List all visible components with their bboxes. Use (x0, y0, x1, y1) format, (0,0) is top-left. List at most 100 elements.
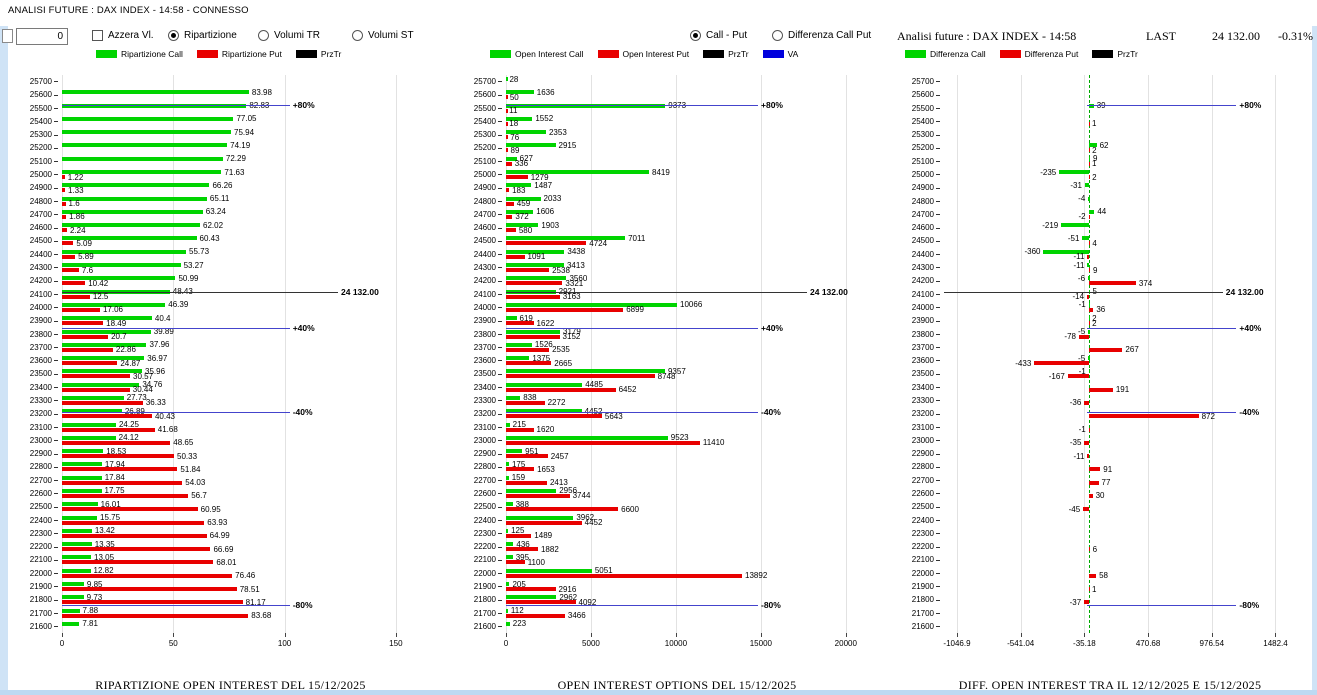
strike-label: 25200 (440, 141, 502, 154)
bar-value-label: 30 (1095, 491, 1105, 501)
strike-label: 24900 (8, 181, 58, 194)
diff-call-put-radio[interactable] (772, 30, 783, 41)
level-line (62, 411, 290, 413)
volumi-tr-radio[interactable] (258, 30, 269, 41)
put-bar (506, 321, 534, 326)
y-tick-icon (498, 121, 502, 123)
strike-value: 22400 (911, 515, 934, 525)
strike-label: 22000 (8, 567, 58, 580)
gridline (62, 75, 63, 633)
radio-call-put-group[interactable]: Call - Put (690, 30, 747, 41)
bar-value-label: 62 (1099, 140, 1109, 150)
bar-value-label: 1 (1091, 584, 1097, 594)
legend-label: PrzTr (1117, 49, 1138, 59)
x-tick-icon (1275, 633, 1277, 637)
bar-value-label: 55.73 (189, 247, 210, 257)
bar-value-label: 83.98 (251, 87, 272, 97)
strike-label: 23400 (440, 381, 502, 394)
price-line-label: 24 132.00 (1225, 287, 1264, 298)
gridline (395, 75, 397, 633)
y-tick-icon (498, 612, 502, 614)
bar-value-label: 78.51 (239, 584, 260, 594)
strike-value: 22400 (29, 515, 52, 525)
azzera-checkbox[interactable] (92, 30, 103, 41)
bar-value-label: 3438 (567, 247, 586, 257)
azzera-checkbox-group[interactable]: Azzera Vl. (92, 30, 154, 41)
put-bar (62, 573, 233, 578)
put-bar (506, 427, 534, 432)
strike-value: 23400 (473, 382, 496, 392)
strike-value: 24800 (473, 196, 496, 206)
strike-label: 25200 (888, 141, 940, 154)
bar-value-label: 39 (1097, 102, 1106, 110)
y-tick-icon (936, 121, 940, 123)
bar-value-label: 3321 (565, 278, 584, 288)
legend-swatch-icon (96, 50, 117, 58)
strike-label: 22300 (440, 527, 502, 540)
strike-value: 24900 (473, 183, 496, 193)
strike-value: 22100 (29, 555, 52, 565)
strike-label: 22700 (8, 474, 58, 487)
strike-label: 25500 (8, 102, 58, 115)
call-bar (62, 395, 124, 400)
bar-value-label: 2413 (549, 478, 568, 488)
call-bar (62, 196, 207, 201)
price-line-label: 24 132.00 (341, 287, 379, 298)
put-bar (506, 254, 525, 259)
strike-label: 24000 (440, 301, 502, 314)
bar-value-label: 6600 (621, 504, 639, 514)
x-tick-label: 100 (277, 639, 292, 648)
put-bar (506, 414, 602, 419)
corner-box[interactable] (2, 29, 13, 43)
strike-value: 25400 (473, 116, 496, 126)
bar-value-label: 2033 (543, 194, 562, 204)
counter-input[interactable]: 0 (16, 28, 68, 45)
call-bar (62, 170, 222, 175)
put-bar (506, 161, 512, 166)
legend-swatch-icon (597, 50, 619, 58)
y-tick-icon (54, 201, 58, 202)
call-put-radio[interactable] (690, 30, 701, 41)
strike-value: 23600 (473, 356, 496, 366)
call-bar (62, 236, 197, 241)
last-label: LAST (1146, 29, 1176, 43)
y-tick-icon (498, 227, 502, 229)
strike-label: 21900 (888, 580, 940, 593)
bar-value-label: -11 (1073, 252, 1085, 262)
y-tick-icon (936, 347, 940, 349)
y-tick-icon (498, 373, 502, 375)
radio-volumi-tr-group[interactable]: Volumi TR (258, 30, 320, 41)
bar-value-label: 71.63 (224, 167, 245, 177)
call-bar (62, 130, 232, 135)
strike-value: 24600 (473, 223, 496, 233)
y-tick-icon (54, 333, 58, 335)
y-tick-icon (54, 187, 58, 189)
call-bar (506, 542, 514, 547)
call-bar (506, 502, 513, 507)
call-bar (506, 488, 557, 493)
strike-value: 21900 (473, 582, 496, 592)
y-tick-icon (936, 599, 940, 601)
put-bar (1088, 148, 1091, 153)
strike-value: 22500 (911, 502, 934, 512)
bar-value-label: 2 (1092, 318, 1097, 328)
radio-volumi-st-group[interactable]: Volumi ST (352, 30, 414, 41)
gridline (1148, 75, 1150, 633)
put-bar (1083, 507, 1089, 512)
bar-value-label: 7.6 (81, 265, 94, 275)
ripartizione-radio[interactable] (168, 30, 179, 41)
volumi-st-radio[interactable] (352, 30, 363, 41)
put-bar (1078, 334, 1089, 339)
x-tick-icon (395, 633, 397, 637)
strike-label: 24700 (8, 208, 58, 221)
y-tick-icon (498, 254, 502, 256)
bar-value-label: 388 (515, 499, 529, 509)
radio-diff-call-put-group[interactable]: Differenza Call Put (772, 30, 871, 41)
level-line-label: +80% (1239, 100, 1262, 111)
strike-value: 24700 (29, 209, 52, 219)
put-bar (506, 347, 550, 352)
level-line (62, 327, 290, 329)
call-bar (506, 582, 510, 587)
radio-ripartizione-group[interactable]: Ripartizione (168, 30, 237, 41)
x-tick-icon (760, 633, 762, 637)
